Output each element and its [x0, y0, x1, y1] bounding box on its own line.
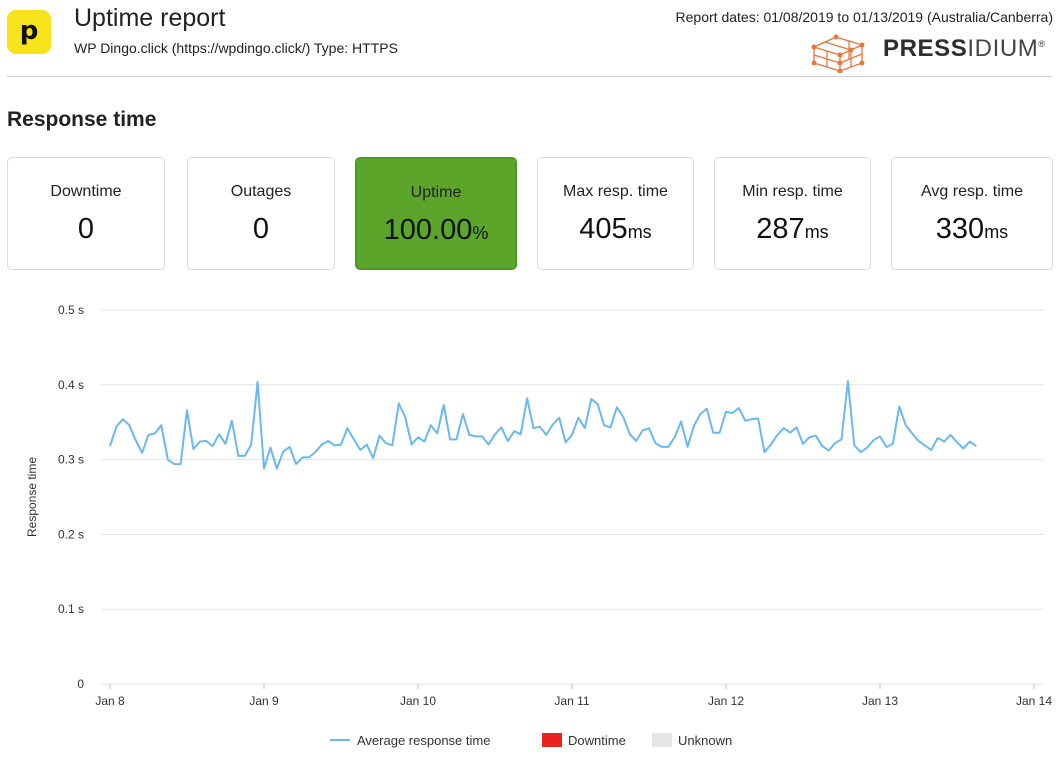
stat-value: 0	[77, 213, 95, 245]
legend-box-swatch	[542, 733, 562, 747]
stat-value: 287ms	[756, 213, 829, 245]
x-tick-label: Jan 9	[249, 694, 279, 708]
header-divider	[7, 76, 1052, 77]
stat-card-uptime: Uptime 100.00%	[355, 157, 517, 270]
cube-icon-stroke	[839, 53, 863, 64]
cube-icon-stroke	[824, 41, 852, 51]
report-dates: Report dates: 01/08/2019 to 01/13/2019 (…	[675, 9, 1053, 25]
legend-line-swatch	[330, 739, 350, 741]
cube-icon-node	[811, 44, 817, 50]
stat-label: Outages	[230, 183, 292, 200]
legend-item-unknown[interactable]: Unknown	[652, 732, 732, 748]
stat-card-downtime: Downtime 0	[7, 157, 165, 270]
stat-label: Uptime	[410, 184, 462, 201]
stat-value: 405ms	[579, 213, 652, 245]
cube-icon-node	[859, 42, 865, 48]
stat-label: Avg resp. time	[921, 183, 1023, 200]
y-tick-label: 0.4 s	[58, 378, 84, 392]
x-tick-label: Jan 10	[400, 694, 436, 708]
y-axis-label: Response time	[25, 457, 39, 537]
legend-label: Unknown	[678, 732, 733, 748]
stat-label: Max resp. time	[563, 183, 668, 200]
legend-label: Average response time	[357, 732, 491, 748]
legend-item-average[interactable]: Average response time	[330, 732, 490, 748]
stat-value: 100.00%	[383, 214, 489, 246]
legend-label: Downtime	[568, 732, 626, 748]
cube-icon-node	[837, 60, 843, 66]
cube-icon-node	[837, 52, 843, 58]
section-heading: Response time	[7, 108, 157, 131]
cube-icon-node	[833, 34, 839, 40]
series-line-average-response-time	[109, 380, 977, 470]
y-tick-label: 0.5 s	[58, 303, 84, 317]
cube-icon-node	[811, 60, 817, 66]
response-time-chart: 0 0.1 s 0.2 s 0.3 s 0.4 s 0.5 s Jan 8 Jan 9 Jan …	[25, 303, 1052, 708]
stat-card-avg-resp: Avg resp. time 330ms	[891, 157, 1053, 270]
x-tick-label: Jan 8	[95, 694, 125, 708]
y-tick-label: 0.3 s	[58, 453, 84, 467]
y-tick-label: 0.2 s	[58, 527, 84, 541]
stat-card-max-resp: Max resp. time 405ms	[537, 157, 694, 270]
app-logo: p	[7, 10, 51, 54]
y-tick-label: 0.1 s	[58, 602, 84, 616]
legend-box-swatch	[652, 733, 672, 747]
cube-icon-node	[859, 60, 865, 66]
legend-item-downtime[interactable]: Downtime	[542, 732, 626, 748]
x-tick-label: Jan 12	[708, 694, 744, 708]
pressidium-cube-icon	[811, 34, 865, 73]
x-tick-label: Jan 14	[1016, 694, 1052, 708]
brand-wordmark: PRESSIDIUM®	[883, 35, 1046, 62]
cube-icon-node	[837, 68, 843, 73]
y-tick-label: 0	[77, 677, 84, 691]
stat-value: 330ms	[935, 213, 1009, 245]
stat-label: Downtime	[50, 183, 122, 200]
stat-label: Min resp. time	[742, 183, 843, 200]
cube-icon-node	[848, 47, 854, 53]
x-tick-label: Jan 13	[862, 694, 898, 708]
stat-card-outages: Outages 0	[187, 157, 335, 270]
x-tick-label: Jan 11	[554, 694, 589, 708]
stat-card-min-resp: Min resp. time 287ms	[714, 157, 871, 270]
report-title: Uptime report	[74, 4, 226, 32]
monitor-subtitle: WP Dingo.click (https://wpdingo.click/) …	[74, 40, 398, 56]
stat-value: 0	[252, 213, 270, 245]
